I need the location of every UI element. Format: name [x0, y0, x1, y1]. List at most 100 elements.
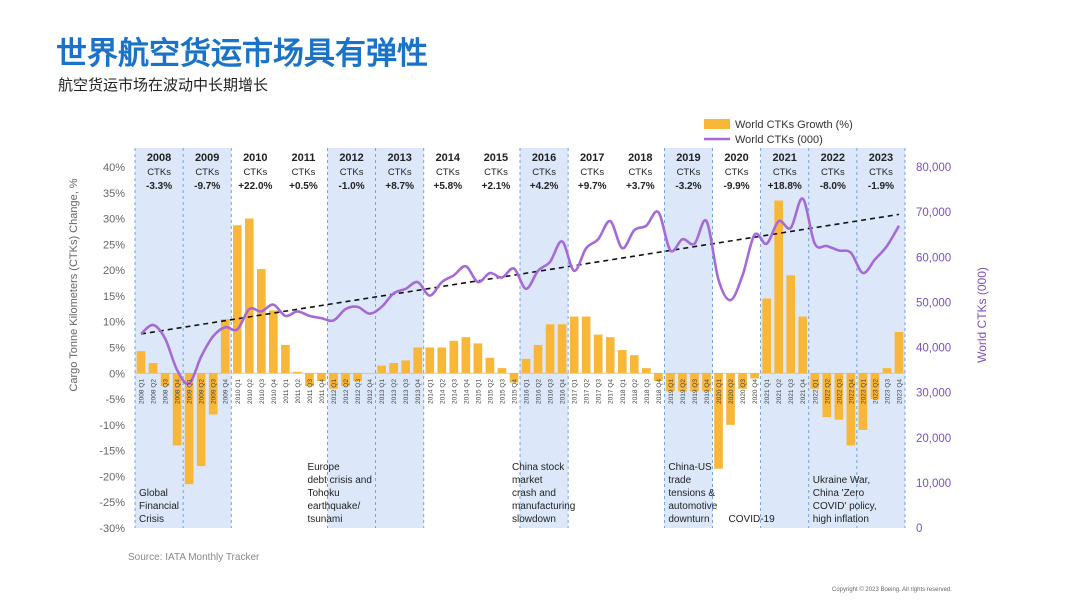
world-ctks-line: [140, 197, 901, 386]
annotation-label: CTKs: [821, 167, 845, 178]
growth-bar: [401, 360, 411, 374]
growth-bar: [329, 373, 338, 389]
event-label: China 'Zero: [813, 488, 865, 499]
annotation-value: -1.0%: [339, 181, 365, 192]
x-tick-label: 2009 Q4: [223, 379, 230, 404]
annotation-label: CTKs: [147, 167, 171, 178]
event-label: Ukraine War,: [813, 475, 870, 486]
y-left-tick-label: 25%: [103, 239, 125, 251]
growth-bar: [377, 365, 386, 374]
event-label: Crisis: [139, 514, 164, 525]
x-tick-label: 2017 Q4: [608, 379, 615, 404]
x-tick-label: 2012 Q4: [367, 379, 374, 404]
x-tick-label: 2017 Q2: [584, 379, 591, 404]
event-label: market: [512, 475, 543, 486]
event-label: slowdown: [512, 514, 556, 525]
annotation-year: 2019: [676, 152, 700, 164]
growth-bar: [714, 373, 723, 469]
y-left-tick-label: -5%: [105, 394, 125, 406]
growth-bar: [389, 362, 399, 374]
page-subtitle: 航空货运市场在波动中长期增长: [58, 76, 269, 94]
x-tick-label: 2011 Q4: [319, 379, 326, 404]
y-left-tick-label: 0%: [109, 368, 125, 380]
x-tick-label: 2017 Q3: [596, 379, 603, 404]
y-right-tick-label: 30,000: [916, 388, 951, 400]
growth-bar: [605, 337, 615, 374]
year-band: [135, 148, 184, 528]
annotation-label: CTKs: [628, 167, 652, 178]
growth-bar: [184, 373, 194, 485]
annotation-year: 2023: [869, 152, 893, 164]
event-label: earthquake/: [307, 501, 360, 512]
y-left-tick-label: 35%: [103, 188, 125, 200]
annotation-value: -9.9%: [724, 181, 750, 192]
y-right-tick-label: 50,000: [916, 297, 951, 309]
y-left-tick-label: -30%: [99, 523, 125, 535]
annotation-label: CTKs: [436, 167, 460, 178]
x-tick-label: 2014 Q2: [439, 379, 446, 404]
x-tick-label: 2015 Q2: [487, 379, 494, 404]
x-tick-label: 2008 Q3: [163, 379, 170, 404]
x-tick-label: 2014 Q3: [451, 379, 458, 404]
growth-bar: [317, 373, 326, 382]
growth-bar: [220, 319, 230, 374]
y-left-tick-label: 5%: [109, 343, 125, 355]
growth-bar: [894, 332, 904, 374]
event-label: automotive: [668, 501, 717, 512]
annotation-value: +22.0%: [238, 181, 272, 192]
event-label: high inflation: [813, 514, 869, 525]
growth-bar: [497, 368, 507, 374]
growth-bar: [509, 373, 519, 383]
annotation-label: CTKs: [869, 167, 893, 178]
growth-bar: [798, 316, 808, 374]
x-tick-label: 2010 Q4: [271, 379, 278, 404]
annotation-value: +3.7%: [626, 181, 655, 192]
annotation-year: 2014: [436, 152, 461, 164]
x-tick-label: 2022 Q1: [812, 379, 819, 404]
x-tick-label: 2012 Q2: [343, 379, 350, 404]
x-tick-label: 2023 Q1: [860, 379, 867, 404]
x-tick-label: 2015 Q1: [475, 379, 482, 404]
x-tick-label: 2018 Q4: [656, 379, 663, 404]
x-tick-label: 2023 Q3: [884, 379, 891, 404]
x-tick-label: 2018 Q1: [620, 379, 627, 404]
annotation-label: CTKs: [340, 167, 364, 178]
annotation-year: 2009: [195, 152, 219, 164]
annotation-label: CTKs: [243, 167, 267, 178]
event-label: Tohoku: [307, 488, 339, 499]
y-left-tick-label: 30%: [103, 214, 125, 226]
annotation-label: CTKs: [580, 167, 604, 178]
annotation-value: +8.7%: [385, 181, 414, 192]
event-label: Europe: [307, 462, 340, 473]
growth-bar: [762, 298, 771, 374]
x-tick-label: 2012 Q1: [331, 379, 338, 404]
y-left-tick-label: -25%: [99, 497, 125, 509]
x-tick-label: 2013 Q1: [379, 379, 386, 404]
legend-label-bars: World CTKs Growth (%): [735, 119, 853, 131]
growth-bar: [617, 350, 627, 374]
event-label: COVID' policy,: [813, 501, 877, 512]
x-tick-label: 2014 Q1: [427, 379, 434, 404]
event-label: trade: [668, 475, 691, 486]
annotation-year: 2022: [821, 152, 845, 164]
x-tick-label: 2010 Q2: [247, 379, 254, 404]
legend-swatch-bars: [704, 119, 730, 129]
growth-bar: [244, 218, 254, 374]
growth-bar: [666, 373, 675, 392]
x-tick-label: 2017 Q1: [572, 379, 579, 404]
y-right-title: World CTKs (000): [975, 267, 989, 363]
growth-bar: [774, 200, 784, 374]
event-label: tsunami: [307, 514, 342, 525]
annotation-value: +4.2%: [530, 181, 559, 192]
annotation-year: 2018: [628, 152, 652, 164]
growth-bar: [870, 373, 880, 400]
growth-bar: [702, 373, 711, 392]
event-label: crash and: [512, 488, 556, 499]
y-left-tick-label: -10%: [99, 420, 125, 432]
annotation-year: 2011: [292, 152, 316, 164]
growth-bar: [269, 310, 278, 374]
growth-bar: [822, 373, 832, 418]
annotation-label: CTKs: [725, 167, 749, 178]
annotation-label: CTKs: [292, 167, 316, 178]
event-label: China-US: [668, 462, 712, 473]
